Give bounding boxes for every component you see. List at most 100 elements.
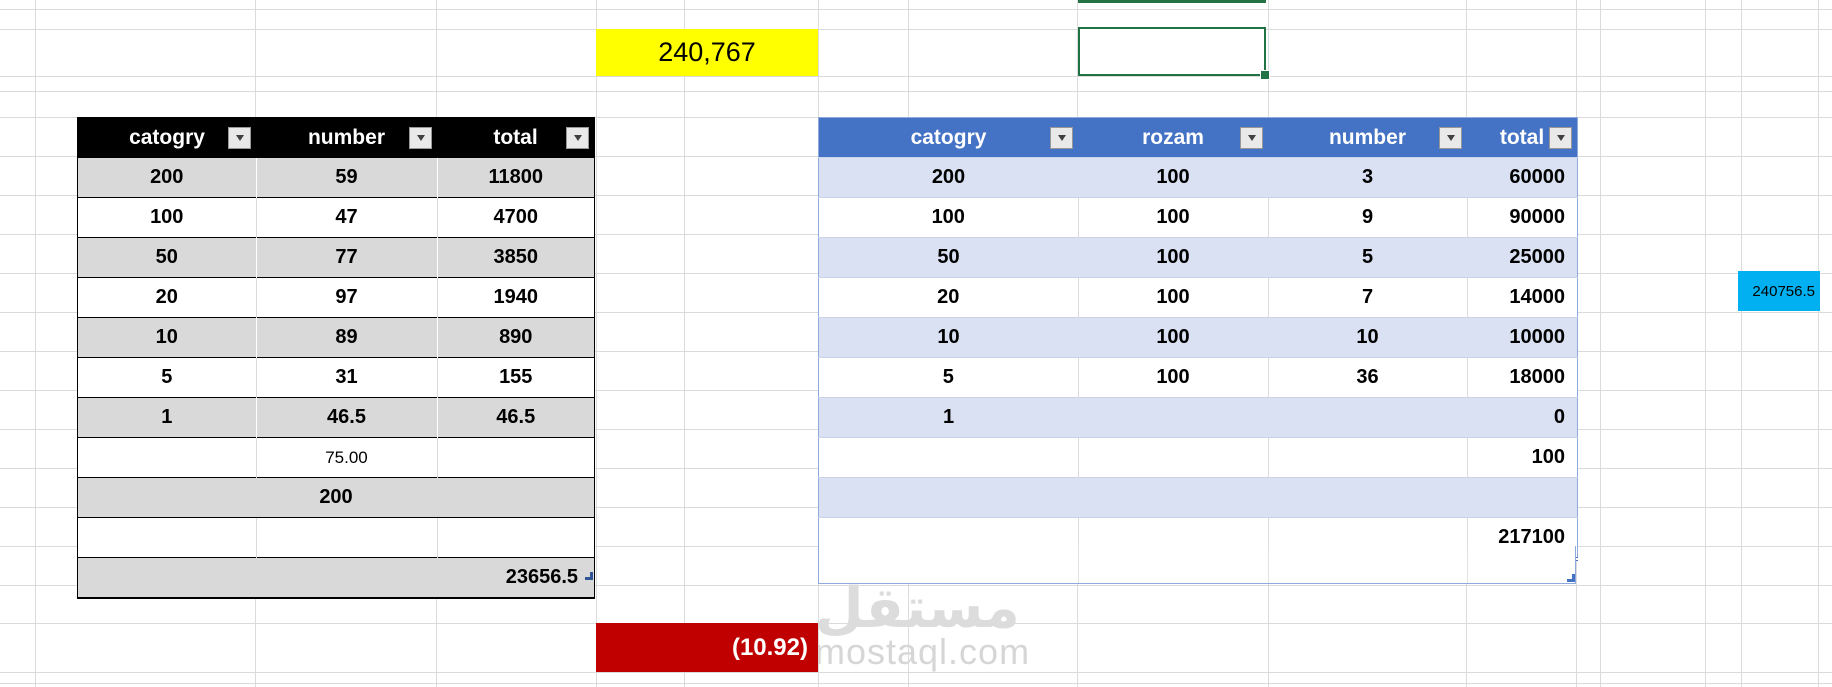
left-table-grand-total-row: 23656.5 [77,557,595,598]
cell[interactable]: 97 [255,277,437,318]
cell[interactable]: 60000 [1467,157,1578,198]
gridline [0,585,1832,586]
gridline [596,0,597,687]
cell[interactable]: 7 [1267,277,1467,318]
left-table-header-total[interactable]: total [437,117,595,158]
cell[interactable]: 77 [255,237,437,278]
cell[interactable]: 5 [1268,237,1467,278]
cell[interactable]: 31 [255,357,437,398]
cell[interactable] [818,477,1078,518]
filter-dropdown-icon[interactable] [409,126,432,149]
cell[interactable]: 25000 [1467,237,1578,278]
cell[interactable]: 10 [1268,317,1467,358]
cell[interactable]: 14000 [1466,277,1578,318]
cell[interactable]: 100 [1078,237,1268,278]
cell[interactable]: 90000 [1466,197,1578,238]
cell[interactable]: 20 [77,277,256,318]
cell[interactable]: 46.5 [436,397,595,438]
cell[interactable]: 36 [1267,357,1467,398]
filter-dropdown-icon[interactable] [1050,126,1073,149]
cell[interactable] [1467,477,1578,518]
cell[interactable]: 4700 [436,197,595,238]
left-table-header-number[interactable]: number [256,117,437,158]
right-table-header-total[interactable]: total [1467,117,1578,158]
cell[interactable]: 18000 [1466,357,1578,398]
cell[interactable] [255,517,437,558]
cell[interactable] [1078,477,1268,518]
gridline [1600,0,1601,687]
right-table-header-rozam[interactable]: rozam [1078,117,1268,158]
cell[interactable]: 75.00 [255,437,437,478]
gridline [1818,0,1819,687]
cell[interactable]: 10000 [1467,317,1578,358]
red-highlight-cell[interactable]: (10.92) [596,623,818,672]
cell[interactable] [77,437,256,478]
yellow-highlight-cell[interactable]: 240,767 [596,29,818,76]
cell[interactable]: 46.5 [255,397,437,438]
cell[interactable]: 100 [1077,357,1268,398]
selection-border-top [1078,0,1266,3]
cell[interactable]: 20 [818,277,1078,318]
cell[interactable]: 1940 [436,277,595,318]
cell[interactable]: 5 [818,357,1078,398]
cell[interactable] [1267,437,1467,478]
cell[interactable]: 100 [1077,197,1268,238]
cell[interactable]: 1 [77,397,256,438]
cell[interactable]: 100 [77,197,256,238]
right-table-insert-row[interactable] [818,546,1576,584]
cell[interactable] [77,517,256,558]
cell[interactable]: 3850 [436,237,595,278]
cell[interactable]: 11800 [436,157,595,198]
cell[interactable]: 100 [1466,437,1578,478]
cell[interactable] [1077,437,1268,478]
cell[interactable]: 100 [1078,157,1268,198]
right-table-header-catogry[interactable]: catogry [818,117,1078,158]
right-table-header-number[interactable]: number [1268,117,1467,158]
cell[interactable]: 0 [1467,397,1578,438]
filter-dropdown-icon[interactable] [1439,126,1462,149]
filter-dropdown-icon[interactable] [1549,126,1572,149]
cell[interactable]: 890 [436,317,595,358]
selection-fill-handle[interactable] [1260,70,1270,80]
gridline [35,0,36,687]
cell[interactable]: 100 [818,197,1078,238]
cell[interactable] [436,517,595,558]
filter-dropdown-icon[interactable] [1240,126,1263,149]
cell[interactable]: 3 [1268,157,1467,198]
cell[interactable]: 50 [77,237,256,278]
cell[interactable]: 155 [436,357,595,398]
header-label: total [1499,125,1545,149]
cell[interactable]: 200 [818,157,1078,198]
cell[interactable]: 200 [77,157,256,198]
cell[interactable]: 89 [255,317,437,358]
cell[interactable] [818,437,1078,478]
filter-dropdown-icon[interactable] [566,126,589,149]
watermark: مستقل mostaql.com [815,579,1031,673]
cell[interactable] [1268,397,1467,438]
right-table-resize-handle[interactable] [1567,574,1575,582]
selected-cell[interactable] [1078,27,1266,76]
left-table-resize-handle[interactable] [585,572,593,580]
cell[interactable]: 9 [1267,197,1467,238]
merged-cell[interactable]: 200 [77,477,595,518]
cell[interactable]: 1 [818,397,1078,438]
cell[interactable] [1268,477,1467,518]
cell[interactable]: 5 [77,357,256,398]
cell[interactable]: 100 [1077,277,1268,318]
cell[interactable] [1078,397,1268,438]
cell[interactable] [436,437,595,478]
left-table-header-catogry[interactable]: catogry [77,117,256,158]
cell[interactable]: 59 [255,157,437,198]
cell[interactable]: 100 [1078,317,1268,358]
cell[interactable]: 10 [77,317,256,358]
right-table-row: 100 100 9 90000 [818,197,1578,238]
cell[interactable]: 10 [818,317,1078,358]
cell[interactable]: 47 [255,197,437,238]
cyan-highlight-cell[interactable]: 240756.5 [1738,271,1820,311]
watermark-url: mostaql.com [815,630,1031,672]
cell[interactable]: 50 [818,237,1078,278]
right-table-row: 5 100 36 18000 [818,357,1578,398]
grand-total-cell[interactable]: 23656.5 [77,557,595,598]
filter-dropdown-icon[interactable] [228,126,251,149]
